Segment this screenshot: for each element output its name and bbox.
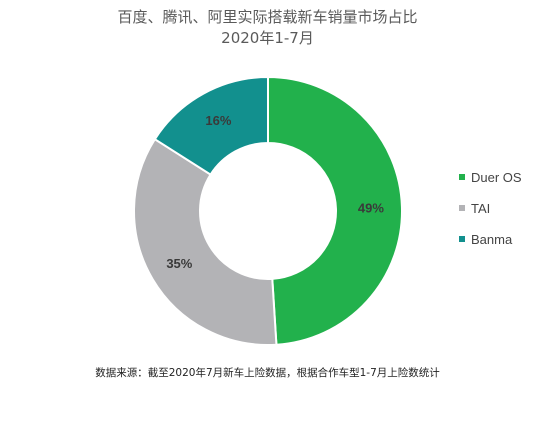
- legend-swatch: [459, 236, 465, 242]
- legend-label: TAI: [471, 200, 491, 216]
- chart-legend: Duer OS TAI Banma: [459, 170, 522, 263]
- legend-label: Duer OS: [471, 169, 522, 185]
- legend-label: Banma: [471, 231, 513, 247]
- donut-slice-duer-os: [267, 75, 404, 346]
- slice-label-banma: 16%: [205, 113, 231, 128]
- legend-item-banma: Banma: [459, 231, 522, 247]
- legend-swatch: [459, 205, 465, 211]
- chart-title-line-2: 2020年1-7月: [221, 29, 314, 47]
- legend-swatch: [459, 174, 465, 180]
- chart-title-line-1: 百度、腾讯、阿里实际搭载新车销量市场占比: [117, 8, 418, 26]
- legend-item-duer-os: Duer OS: [459, 169, 522, 185]
- slice-label-tai: 35%: [166, 256, 192, 271]
- donut-slice-tai: [133, 137, 278, 346]
- chart-title: 百度、腾讯、阿里实际搭载新车销量市场占比 2020年1-7月: [0, 7, 535, 49]
- legend-item-tai: TAI: [459, 200, 522, 216]
- source-note: 数据来源：截至2020年7月新车上险数据，根据合作车型1-7月上险数统计: [95, 367, 440, 379]
- slice-label-duer-os: 49%: [358, 200, 384, 215]
- donut-slice-banma: [153, 75, 269, 176]
